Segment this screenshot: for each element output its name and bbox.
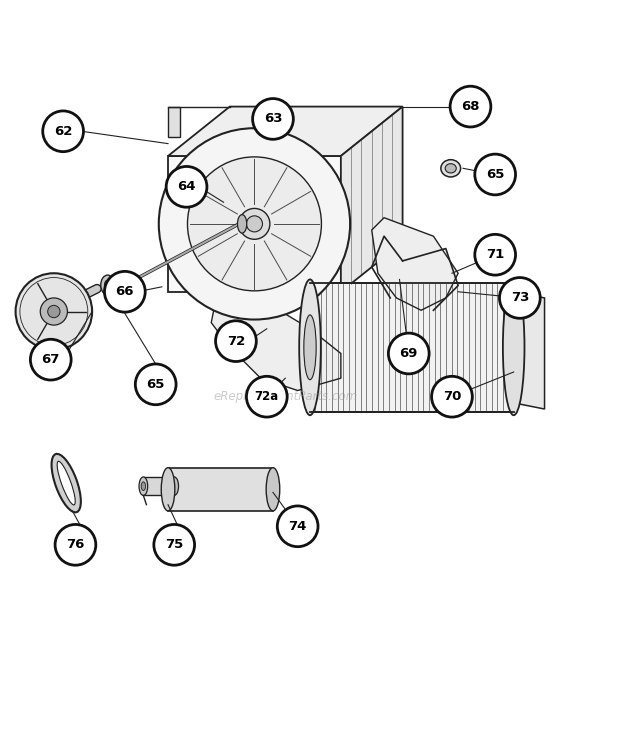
Circle shape bbox=[246, 376, 287, 417]
Circle shape bbox=[450, 86, 491, 127]
Circle shape bbox=[388, 333, 429, 373]
Circle shape bbox=[104, 272, 145, 312]
Text: 65: 65 bbox=[486, 168, 504, 181]
Bar bbox=[168, 468, 273, 511]
Polygon shape bbox=[168, 106, 180, 138]
Ellipse shape bbox=[161, 468, 175, 511]
Text: 72a: 72a bbox=[255, 390, 279, 403]
Text: 62: 62 bbox=[54, 125, 73, 138]
Ellipse shape bbox=[445, 164, 456, 173]
Ellipse shape bbox=[139, 477, 148, 496]
Ellipse shape bbox=[141, 482, 146, 490]
Bar bbox=[143, 477, 174, 496]
Circle shape bbox=[43, 111, 84, 152]
Circle shape bbox=[166, 167, 207, 207]
Text: 64: 64 bbox=[177, 180, 196, 193]
Ellipse shape bbox=[57, 461, 75, 505]
Text: 73: 73 bbox=[511, 292, 529, 304]
Polygon shape bbox=[168, 156, 341, 292]
Circle shape bbox=[16, 273, 92, 350]
Ellipse shape bbox=[503, 280, 525, 415]
Ellipse shape bbox=[304, 315, 316, 379]
Circle shape bbox=[432, 376, 472, 417]
Circle shape bbox=[475, 234, 516, 275]
Ellipse shape bbox=[441, 160, 461, 177]
Circle shape bbox=[159, 128, 350, 319]
Circle shape bbox=[252, 98, 293, 139]
Ellipse shape bbox=[101, 275, 114, 295]
Circle shape bbox=[246, 216, 262, 232]
Text: 75: 75 bbox=[165, 539, 184, 551]
Circle shape bbox=[135, 364, 176, 405]
Text: 74: 74 bbox=[288, 520, 307, 533]
Circle shape bbox=[500, 278, 540, 318]
Text: 69: 69 bbox=[399, 347, 418, 360]
Ellipse shape bbox=[51, 454, 81, 513]
Ellipse shape bbox=[104, 280, 110, 290]
Polygon shape bbox=[341, 106, 402, 292]
Circle shape bbox=[30, 339, 71, 380]
Bar bbox=[310, 283, 514, 412]
Text: 66: 66 bbox=[115, 285, 134, 298]
Polygon shape bbox=[514, 292, 544, 409]
Text: 63: 63 bbox=[264, 112, 282, 126]
Text: 70: 70 bbox=[443, 390, 461, 403]
Polygon shape bbox=[168, 106, 402, 156]
Text: 68: 68 bbox=[461, 100, 480, 113]
Polygon shape bbox=[211, 292, 341, 391]
Circle shape bbox=[154, 525, 195, 565]
Circle shape bbox=[40, 298, 68, 325]
Ellipse shape bbox=[299, 280, 321, 415]
Circle shape bbox=[475, 154, 516, 195]
Text: 76: 76 bbox=[66, 539, 85, 551]
Ellipse shape bbox=[237, 214, 247, 233]
Circle shape bbox=[55, 525, 96, 565]
Circle shape bbox=[187, 157, 321, 291]
Circle shape bbox=[48, 305, 60, 318]
Ellipse shape bbox=[170, 477, 179, 496]
Text: eReplacementParts.com: eReplacementParts.com bbox=[213, 390, 358, 403]
Ellipse shape bbox=[266, 468, 280, 511]
Text: 72: 72 bbox=[227, 335, 245, 347]
Circle shape bbox=[239, 208, 270, 240]
Text: 67: 67 bbox=[42, 353, 60, 366]
Text: 65: 65 bbox=[146, 378, 165, 391]
Text: 71: 71 bbox=[486, 248, 504, 261]
Polygon shape bbox=[372, 218, 458, 310]
Circle shape bbox=[277, 506, 318, 547]
Circle shape bbox=[216, 321, 256, 362]
